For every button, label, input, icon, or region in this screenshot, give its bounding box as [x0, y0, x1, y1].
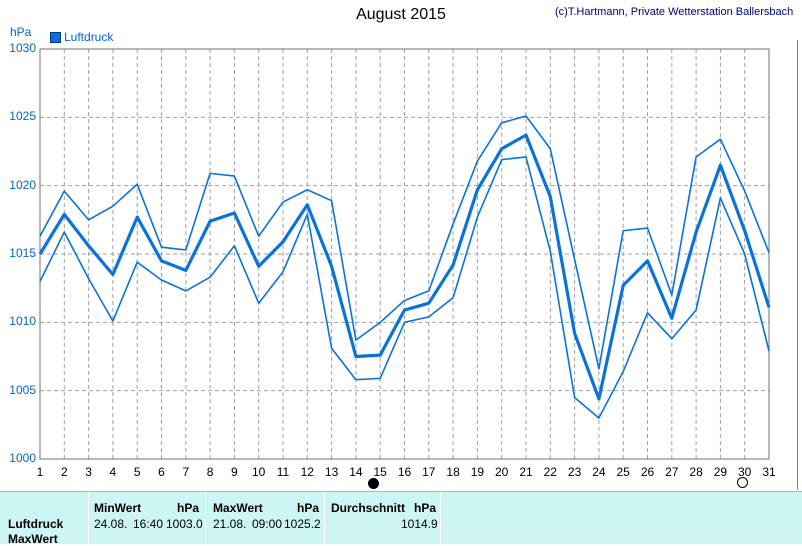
min-time: 16:40 [133, 517, 164, 531]
x-tick-label: 9 [231, 465, 238, 479]
column-divider [88, 492, 89, 544]
marker-open-circle [737, 477, 748, 488]
max-time: 09:00 [252, 517, 283, 531]
legend-swatch [50, 31, 61, 43]
x-tick-label: 25 [616, 465, 630, 479]
avg-value: 1014.9 [401, 517, 438, 531]
chart-title: August 2015 [356, 6, 446, 23]
y-tick-label: 1010 [9, 314, 36, 329]
y-tick-label: 1030 [9, 41, 36, 55]
min-header: MinWert [94, 501, 142, 515]
x-tick-label: 21 [519, 465, 533, 479]
x-tick-label: 20 [495, 465, 509, 479]
x-tick-label: 12 [300, 465, 314, 479]
today-marker-filled [368, 478, 379, 489]
max-date: 21.08. [213, 517, 247, 531]
x-tick-label: 19 [470, 465, 485, 479]
x-tick-label: 7 [182, 465, 190, 479]
x-tick-label: 31 [762, 465, 776, 479]
x-tick-label: 14 [349, 465, 363, 479]
x-tick-label: 30 [738, 465, 752, 479]
x-tick-label: 11 [276, 465, 290, 479]
y-tick-label: 1020 [9, 177, 36, 192]
x-tick-label: 28 [689, 465, 703, 479]
x-tick-label: 13 [324, 465, 339, 479]
x-tick-label: 3 [85, 465, 92, 479]
series-line-max [39, 115, 770, 370]
max-value: 1025.2 [284, 517, 321, 531]
grid-layer [39, 48, 770, 460]
x-tick-label: 27 [665, 465, 679, 479]
y-tick-label: 1000 [9, 451, 36, 465]
min-unit: hPa [177, 501, 200, 515]
x-tick-label: 16 [397, 465, 412, 479]
column-divider [205, 492, 206, 544]
x-tick-label: 5 [133, 465, 141, 479]
series-line-min [39, 156, 770, 419]
x-tick-label: 18 [446, 465, 460, 479]
pressure-chart [38, 48, 771, 460]
column-divider [440, 492, 441, 544]
x-tick-label: 2 [60, 465, 68, 479]
x-tick-label: 26 [640, 465, 655, 479]
row-label-maxwert: MaxWert [8, 532, 58, 546]
x-tick-label: 6 [158, 465, 165, 479]
right-divider [797, 40, 798, 490]
x-tick-label: 29 [713, 465, 728, 479]
legend[interactable]: Luftdruck [50, 30, 113, 44]
min-value: 1003.0 [166, 517, 203, 531]
x-tick-label: 4 [109, 465, 117, 479]
series-layer [38, 115, 771, 419]
legend-label: Luftdruck [64, 30, 114, 44]
copyright-text: (c)T.Hartmann, Private Wetterstation Bal… [555, 6, 794, 18]
stats-panel: MinWert hPa MaxWert hPa Durchschnitt hPa… [0, 491, 802, 546]
min-date: 24.08. [94, 517, 128, 531]
series-line-avg [38, 133, 771, 401]
x-tick-label: 22 [543, 465, 557, 479]
x-tick-label: 8 [206, 465, 214, 479]
y-tick-label: 1015 [9, 246, 36, 260]
y-tick-label: 1005 [9, 382, 36, 397]
x-tick-label: 17 [422, 465, 436, 479]
max-unit: hPa [297, 501, 320, 515]
row-label-luftdruck: Luftdruck [8, 517, 64, 531]
avg-header: Durchschnitt [331, 501, 406, 515]
y-axis-unit: hPa [10, 25, 32, 39]
column-divider [324, 492, 325, 544]
x-tick-label: 23 [567, 465, 582, 479]
x-tick-label: 10 [252, 465, 266, 479]
x-tick-label: 24 [592, 465, 606, 479]
x-tick-label: 15 [373, 465, 387, 479]
max-header: MaxWert [213, 501, 263, 515]
x-tick-label: 1 [36, 465, 44, 479]
avg-unit: hPa [414, 501, 437, 515]
y-tick-label: 1025 [9, 109, 36, 124]
